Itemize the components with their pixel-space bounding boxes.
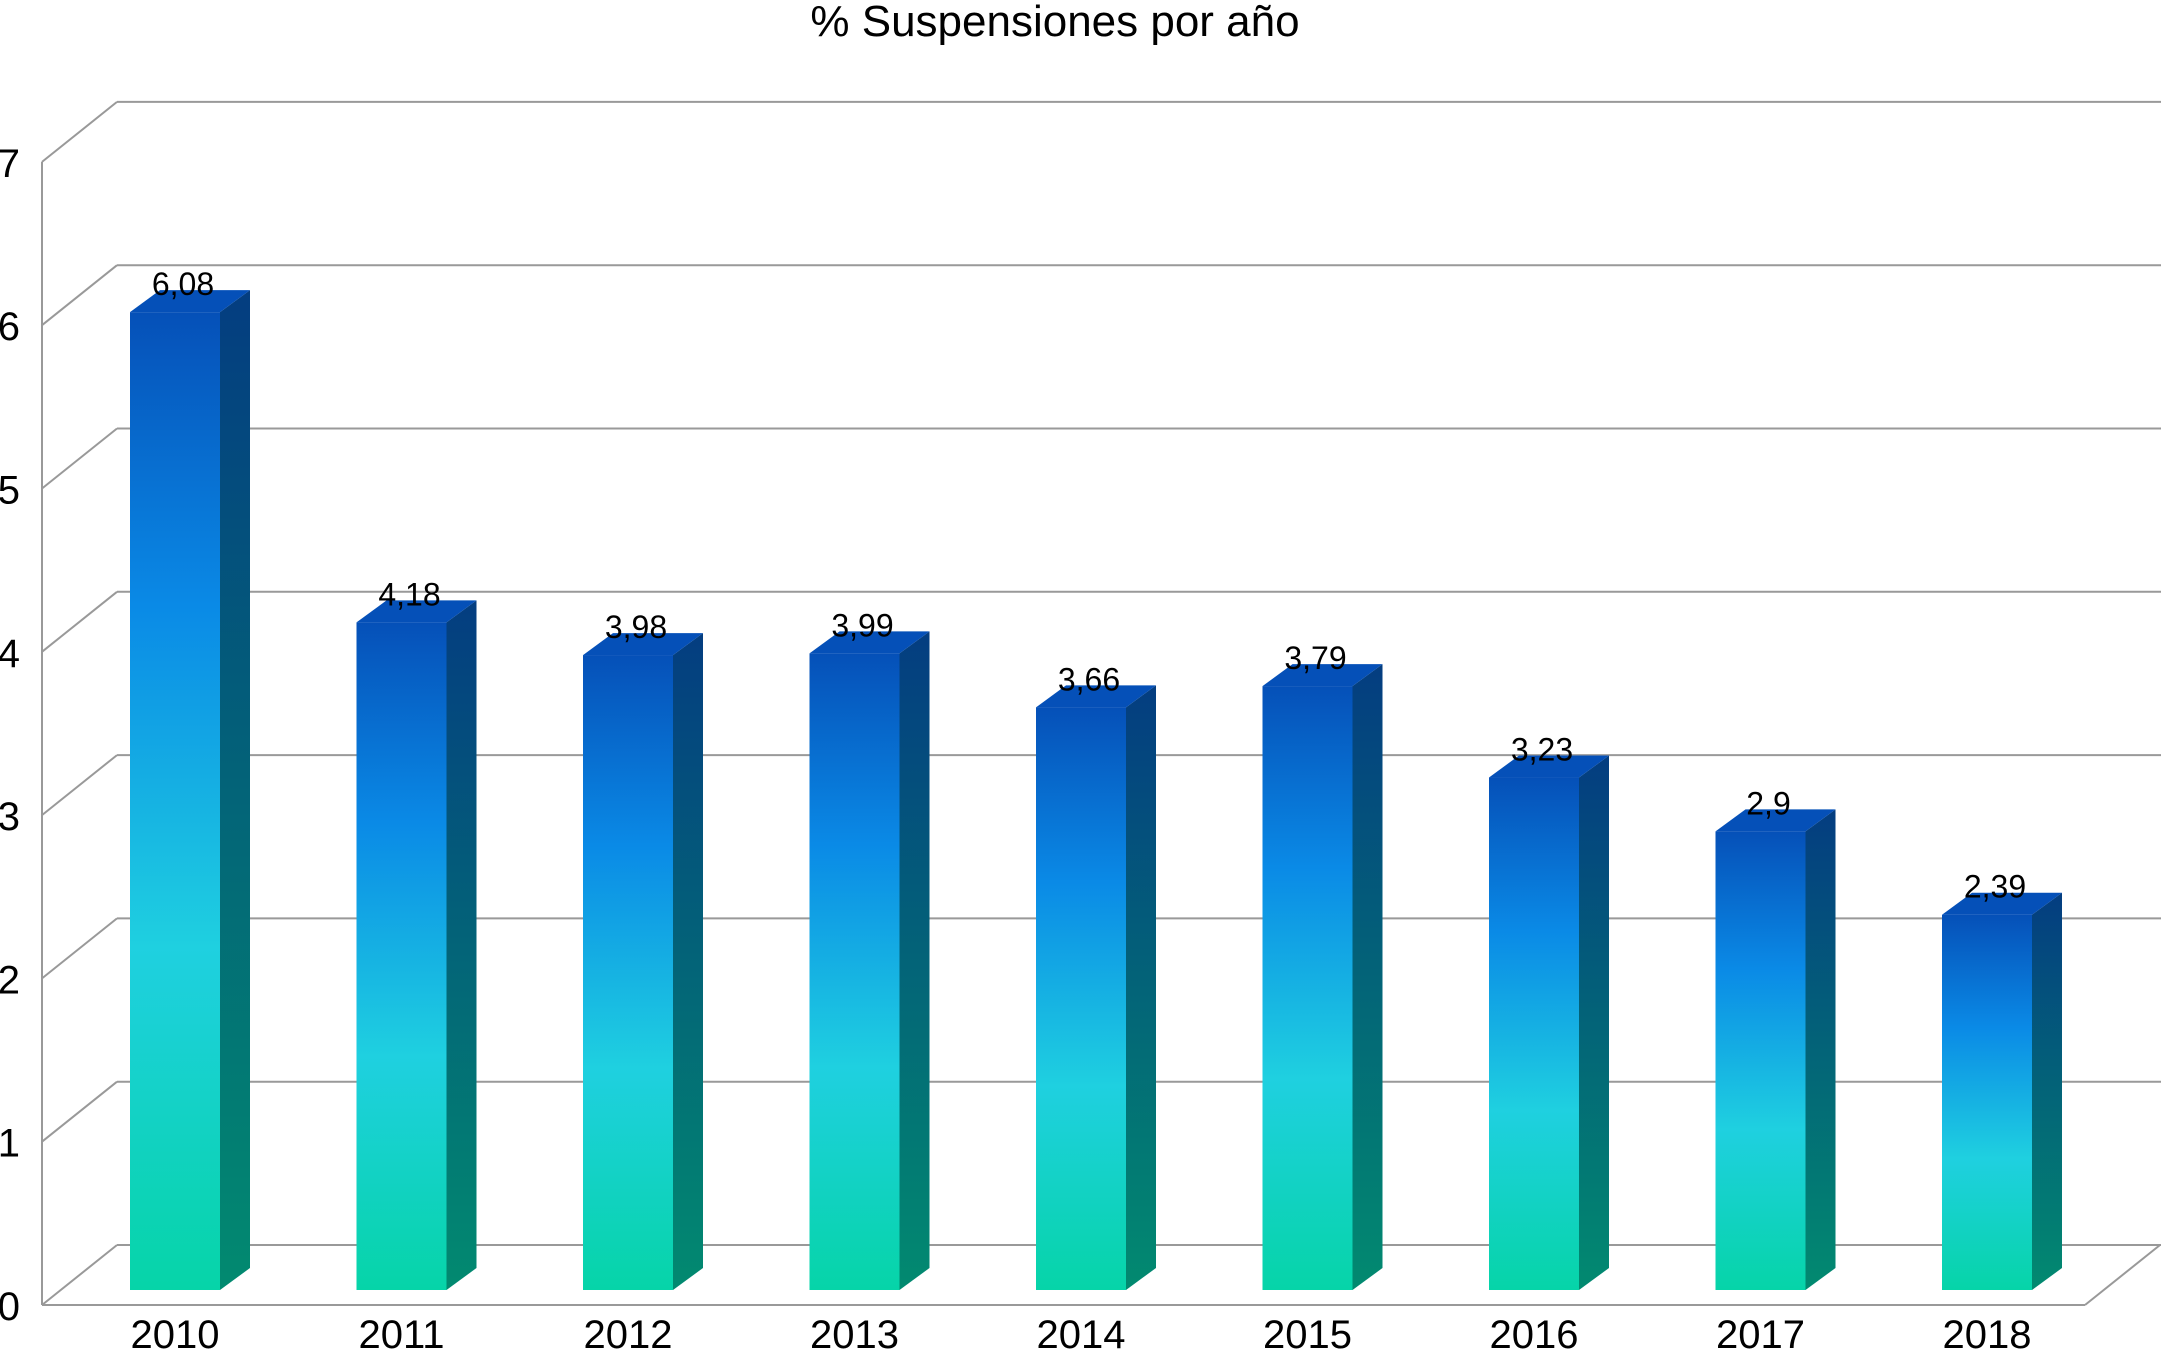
y-tick-label: 5 [0,469,20,513]
bar-front [130,312,220,1290]
bar [356,600,477,1290]
data-labels: 6,08 4,18 3,98 3,99 3,66 3,79 3,23 2,9 2,39 [152,266,2026,905]
y-tick-label: 6 [0,305,20,349]
bar-top [356,600,477,623]
data-label: 3,23 [1511,732,1573,768]
gridline-depth [41,591,118,653]
data-label: 2,9 [1746,785,1790,821]
bar [1942,892,2062,1290]
data-label: 3,79 [1284,640,1346,676]
bar-front [356,622,447,1290]
x-axis: 2010 2011 2012 2013 2014 2015 2016 2017 2018 [131,1313,2032,1356]
bar-top [1262,664,1383,687]
bar-front [1036,707,1126,1290]
data-label: 3,99 [831,607,893,643]
y-tick-label: 2 [0,958,20,1002]
bar [809,631,930,1290]
bar-front [809,653,900,1290]
bar [1489,755,1609,1290]
x-tick-label: 2016 [1490,1313,1579,1356]
data-label: 3,66 [1058,661,1120,697]
x-tick-label: 2011 [358,1313,444,1356]
gridline-depth [41,1080,118,1143]
bar-top [1942,892,2062,915]
bar-top [809,631,930,654]
bar-front [1942,914,2032,1290]
x-tick-label: 2018 [1943,1313,2032,1356]
bar [1262,664,1383,1290]
bar-top [130,290,250,313]
gridline-depth [41,264,118,326]
x-tick-label: 2010 [131,1313,220,1356]
bar-side [1352,664,1383,1290]
bar [1715,809,1836,1290]
bar-top [1036,685,1156,708]
gridline-depth [41,917,118,980]
x-tick-label: 2013 [810,1313,899,1356]
bar-side [673,633,703,1290]
y-tick-label: 1 [0,1122,20,1166]
bar-side [1805,809,1836,1290]
bar [130,290,250,1290]
bar-side [899,631,930,1290]
x-tick-label: 2014 [1037,1313,1126,1356]
bar-front [583,655,673,1290]
x-tick-label: 2017 [1716,1313,1805,1356]
floor-right-edge [2084,1244,2161,1306]
gridline-depth [41,754,118,816]
gridline-depth [41,101,118,163]
x-tick-label: 2012 [584,1313,673,1356]
data-label: 6,08 [152,266,214,302]
bar-side [2032,892,2062,1290]
bar-side [1126,685,1156,1290]
data-label: 4,18 [378,576,440,612]
bar-front [1262,686,1353,1290]
data-label: 3,98 [605,609,667,645]
gridline-depth [41,1244,118,1306]
bar-top [583,633,703,656]
y-tick-label: 7 [0,142,20,186]
bars [130,290,2062,1290]
bar-top [1489,755,1609,778]
bar-side [446,600,477,1290]
bar-front [1489,777,1579,1290]
bar-front [1715,831,1806,1290]
y-axis: 0 1 2 3 4 5 6 7 [0,142,2161,1329]
y-tick-label: 4 [0,632,20,676]
data-label: 2,39 [1964,869,2026,905]
bar-side [220,290,250,1290]
bar-top [1715,809,1836,832]
gridline-depth [41,427,118,490]
bar [583,633,703,1290]
x-tick-label: 2015 [1263,1313,1352,1356]
chart-title: % Suspensiones por año [810,0,1300,46]
bar-side [1579,755,1609,1290]
bar [1036,685,1156,1290]
y-tick-label: 3 [0,795,20,839]
y-tick-label: 0 [0,1285,20,1329]
